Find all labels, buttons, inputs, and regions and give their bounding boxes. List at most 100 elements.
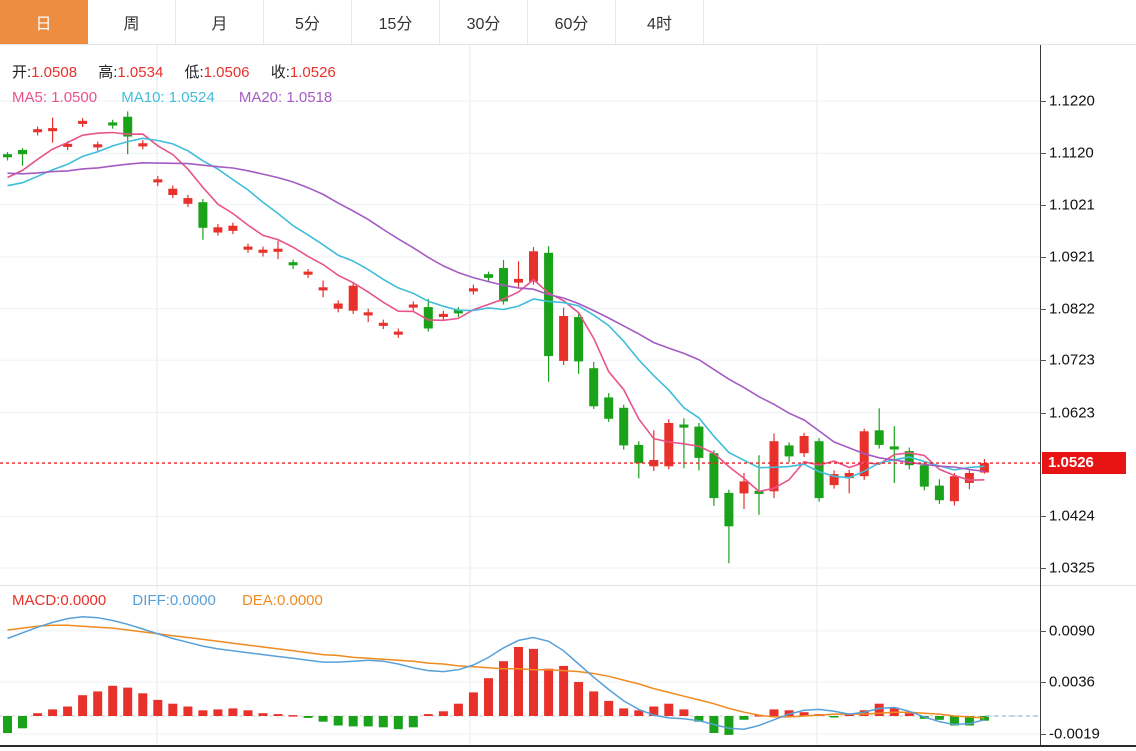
candle [754, 455, 764, 515]
candle [153, 176, 163, 187]
ma20-line [7, 161, 985, 473]
ma-legend: MA5: 1.0500 MA10: 1.0524 MA20: 1.0518 [12, 89, 332, 106]
price-axis-line [1040, 45, 1041, 746]
macd-bar [619, 708, 629, 716]
candle [288, 259, 298, 269]
macd-bar [468, 692, 478, 716]
macd-bar [318, 716, 328, 722]
tab-month[interactable]: 月 [176, 0, 264, 44]
candle [934, 479, 944, 504]
macd-bar [438, 711, 448, 716]
macd-bar [378, 716, 388, 728]
candle [348, 282, 358, 314]
ma10-line [7, 137, 985, 479]
candle [874, 408, 884, 449]
macd-bar [213, 709, 223, 716]
candle [619, 404, 629, 450]
axis-tick [1040, 631, 1046, 632]
ma10-label: MA10: [121, 89, 165, 106]
macd-bar [484, 678, 493, 716]
candle [198, 199, 208, 240]
main-candlestick-chart[interactable] [0, 45, 1040, 585]
timeframe-tabbar: 日周月 5分 15分 30分 60分 4时 [0, 0, 1136, 45]
price-axis-label: 1.1120 [1049, 144, 1094, 162]
candle [649, 430, 659, 471]
ma20-label: MA20: [238, 89, 283, 106]
ma5-value: 1.0500 [51, 89, 98, 106]
candle [438, 310, 448, 321]
macd-bar [589, 691, 599, 716]
ma10-value: 1.0524 [168, 89, 215, 106]
macd-bar [739, 716, 749, 720]
macd-bar [859, 710, 869, 716]
macd-bar [604, 700, 614, 716]
candle [468, 284, 478, 295]
axis-tick [1040, 153, 1046, 154]
macd-bar [634, 710, 644, 716]
ma5-label: MA5: [12, 89, 48, 106]
price-axis-label: 1.0921 [1049, 248, 1095, 266]
macd-axis-label: 0.0036 [1049, 673, 1095, 691]
macd-bar [499, 661, 508, 716]
candle [138, 140, 148, 150]
close-value: 1.0526 [289, 64, 336, 81]
close-label: 收: [270, 64, 290, 81]
candle [724, 489, 734, 564]
candle [949, 473, 959, 506]
tab-4hour[interactable]: 4时 [616, 0, 704, 44]
macd-bar [63, 706, 73, 716]
current-price-tag: 1.0526 [1042, 452, 1126, 474]
tab-week[interactable]: 周 [88, 0, 176, 44]
macd-bar [348, 716, 358, 727]
high-label: 高: [98, 64, 118, 81]
candle [484, 271, 493, 281]
candle [333, 300, 343, 313]
tab-day[interactable]: 日 [0, 0, 88, 44]
axis-tick [1040, 682, 1046, 683]
price-axis-label: 1.0325 [1049, 559, 1095, 577]
candle [18, 148, 27, 166]
macd-bar [153, 699, 163, 716]
candle [904, 447, 914, 470]
candle [634, 441, 644, 479]
candle [544, 246, 554, 382]
macd-bar [78, 695, 88, 716]
macd-bar [874, 703, 884, 716]
candle [303, 269, 313, 278]
axis-tick [1040, 360, 1046, 361]
ma20-value: 1.0518 [286, 89, 333, 106]
ma5-line [7, 131, 985, 493]
ohlc-legend: 开:1.0508 高:1.0534 低:1.0506 收:1.0526 [12, 61, 353, 82]
macd-chart[interactable] [0, 585, 1040, 745]
macd-bar [423, 714, 433, 716]
macd-bar [18, 716, 27, 729]
tab-30min[interactable]: 30分 [440, 0, 528, 44]
price-axis-label: 1.1220 [1049, 92, 1095, 110]
candle [123, 111, 133, 155]
candle [589, 361, 599, 409]
axis-tick [1040, 257, 1046, 258]
axis-tick [1040, 516, 1046, 517]
macd-bar [243, 710, 253, 716]
tab-15min[interactable]: 15分 [352, 0, 440, 44]
price-axis-label: 1.0822 [1049, 300, 1095, 318]
macd-bar [949, 716, 959, 726]
macd-bar [33, 713, 43, 716]
axis-tick [1040, 309, 1046, 310]
macd-bar [649, 706, 659, 716]
candle [919, 462, 929, 491]
diff-value: 0.0000 [169, 592, 216, 609]
candle [709, 450, 719, 506]
axis-tick [1040, 101, 1046, 102]
tab-5min[interactable]: 5分 [264, 0, 352, 44]
candle [559, 307, 569, 365]
candle [78, 118, 88, 128]
macd-bar [694, 716, 704, 722]
macd-bar [829, 716, 839, 718]
tab-60min[interactable]: 60分 [528, 0, 616, 44]
candle [393, 328, 403, 338]
macd-legend: MACD:0.0000 DIFF:0.0000 DEA:0.0000 [12, 592, 323, 609]
macd-bar [273, 714, 283, 716]
macd-label: MACD: [12, 592, 61, 609]
candle [363, 308, 373, 323]
